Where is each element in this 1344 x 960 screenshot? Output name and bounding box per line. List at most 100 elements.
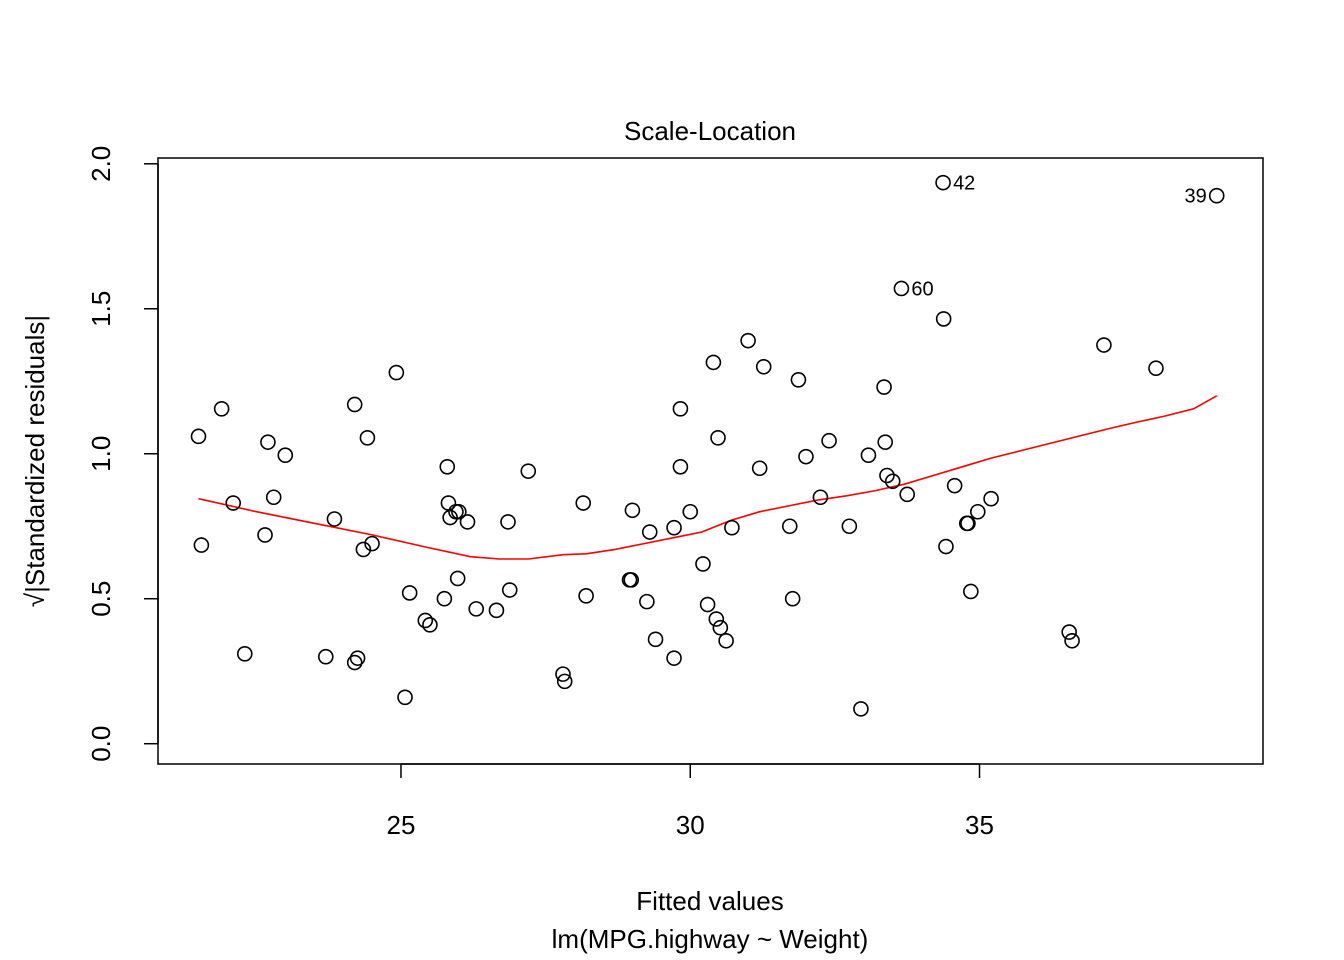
data-point: [899, 486, 916, 503]
data-point: [751, 460, 768, 477]
data-point: [1208, 187, 1225, 204]
data-point: [520, 463, 537, 479]
data-point: [364, 535, 380, 552]
data-point: [740, 332, 756, 349]
data-point: [708, 611, 725, 627]
data-point: [647, 631, 664, 648]
point-label: 42: [953, 173, 975, 195]
data-point: [960, 515, 976, 532]
data-points: [190, 174, 1225, 717]
data-point: [397, 689, 413, 706]
data-point: [500, 514, 516, 530]
data-point: [710, 430, 726, 446]
data-point: [265, 489, 282, 506]
data-point: [877, 434, 894, 450]
chart-title: Scale-Location: [624, 116, 796, 146]
data-point: [349, 650, 366, 666]
data-point: [359, 430, 376, 446]
x-axis: 25 30 35: [387, 763, 994, 840]
data-point: [879, 467, 895, 484]
data-point: [449, 570, 466, 587]
data-point: [821, 432, 837, 449]
data-point: [193, 537, 210, 553]
x-axis-title: Fitted values: [636, 886, 783, 916]
point-label: 39: [1184, 186, 1206, 208]
data-point: [417, 612, 434, 629]
data-point: [488, 602, 505, 619]
x-tick-label: 35: [965, 810, 994, 840]
data-point: [422, 617, 438, 633]
data-point: [666, 650, 682, 666]
data-point: [641, 524, 658, 540]
data-point: [1061, 624, 1077, 640]
data-point: [346, 654, 363, 671]
data-point: [884, 473, 901, 490]
y-tick-label: 2.0: [86, 146, 116, 182]
data-point: [578, 588, 594, 604]
plot-frame: [157, 157, 1264, 765]
smoother-line: [198, 395, 1218, 560]
data-point: [876, 379, 892, 395]
data-point: [213, 401, 230, 417]
data-point: [695, 556, 711, 572]
y-tick-label: 0.0: [86, 726, 116, 762]
data-point: [812, 489, 829, 506]
data-point: [355, 541, 372, 558]
data-point: [699, 596, 716, 613]
data-point: [935, 311, 952, 327]
data-point: [468, 601, 484, 617]
y-tick-label: 1.5: [86, 291, 116, 327]
x-tick-label: 25: [387, 810, 416, 840]
data-point: [672, 458, 689, 475]
data-point: [556, 673, 573, 690]
data-point: [639, 593, 655, 610]
data-point: [790, 372, 807, 388]
data-point: [555, 666, 571, 682]
data-point: [623, 572, 640, 588]
data-point: [946, 477, 963, 494]
data-point: [190, 428, 207, 445]
point-label: 60: [911, 278, 933, 300]
data-point: [983, 490, 999, 507]
data-point: [257, 527, 273, 543]
data-point: [624, 502, 641, 519]
data-point: [439, 458, 456, 475]
data-point: [672, 401, 689, 417]
data-point: [236, 646, 253, 662]
data-point: [963, 583, 979, 600]
data-point: [575, 495, 592, 511]
point-labels: 42 60 39: [911, 173, 1206, 301]
y-tick-label: 1.0: [86, 436, 116, 472]
data-point: [666, 519, 682, 536]
y-tick-label: 0.5: [86, 581, 116, 617]
data-point: [459, 514, 476, 530]
data-point: [935, 174, 951, 191]
data-point: [755, 358, 772, 375]
data-point: [853, 701, 869, 717]
data-point: [860, 447, 877, 464]
data-point: [436, 590, 453, 607]
data-point: [346, 396, 363, 413]
data-point: [442, 509, 458, 526]
data-point: [388, 364, 405, 381]
x-tick-label: 30: [676, 810, 705, 840]
y-axis: 0.0 0.5 1.0 1.5 2.0: [86, 146, 159, 762]
data-point: [718, 632, 734, 649]
data-point: [841, 518, 858, 535]
data-point: [1096, 337, 1112, 353]
data-point: [1148, 360, 1164, 377]
data-point: [682, 503, 699, 520]
data-point: [451, 503, 467, 520]
data-point: [781, 518, 798, 535]
data-point: [1064, 632, 1080, 649]
data-point: [260, 434, 276, 450]
data-point: [317, 648, 334, 665]
data-point: [893, 280, 910, 297]
data-point: [712, 619, 729, 636]
data-point: [784, 590, 801, 607]
data-point: [969, 503, 986, 520]
data-point: [225, 495, 242, 511]
y-axis-title: √|Standardized residuals|: [20, 315, 50, 607]
data-point: [277, 447, 294, 464]
